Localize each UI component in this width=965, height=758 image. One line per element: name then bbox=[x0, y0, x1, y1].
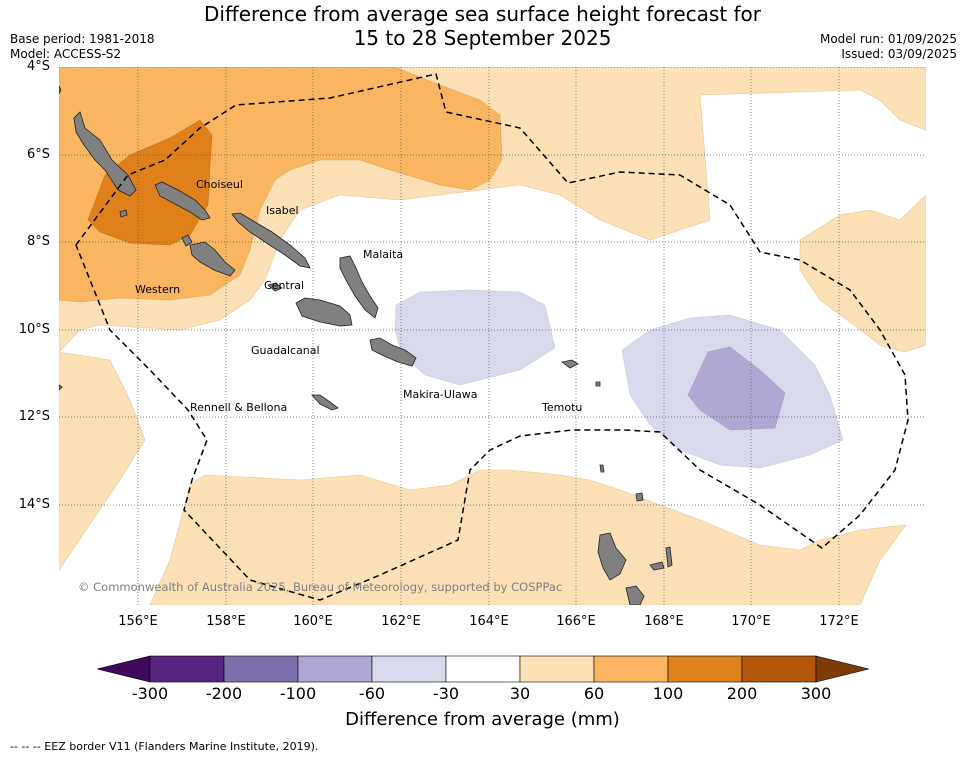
model-run: Model run: 01/09/2025 bbox=[819, 32, 957, 46]
anomaly-100-200 bbox=[87, 119, 213, 246]
colorbar-tick: 60 bbox=[583, 684, 605, 703]
colorbar-tick: -300 bbox=[131, 684, 169, 703]
province-labels: Choiseul Isabel Malaita Western Central … bbox=[135, 178, 582, 414]
label-malaita: Malaita bbox=[363, 248, 403, 261]
colorbar-tick: 100 bbox=[652, 684, 684, 703]
colorbar-extend-low bbox=[96, 655, 151, 683]
lon-label-162e: 162°E bbox=[381, 614, 421, 629]
label-temotu: Temotu bbox=[541, 401, 582, 414]
island-vella-lavella bbox=[181, 234, 193, 247]
colorbar-seg-5 bbox=[445, 655, 521, 683]
label-choiseul: Choiseul bbox=[196, 178, 243, 191]
colorbar-seg-4 bbox=[371, 655, 447, 683]
colorbar-tick: 300 bbox=[800, 684, 832, 703]
colorbar-extend-high bbox=[815, 655, 870, 683]
colorbar-seg-7 bbox=[593, 655, 669, 683]
island-choiseul bbox=[154, 181, 211, 221]
label-guadalcanal: Guadalcanal bbox=[251, 344, 320, 357]
lon-label-166e: 166°E bbox=[556, 614, 596, 629]
map-area: Choiseul Isabel Malaita Western Central … bbox=[59, 67, 926, 605]
island-guadalcanal bbox=[295, 297, 353, 327]
island-bougainville bbox=[73, 111, 137, 197]
island-florida bbox=[267, 282, 283, 292]
colorbar bbox=[96, 655, 870, 683]
island-espiritu-santo bbox=[597, 532, 627, 581]
copyright-text: © Commonwealth of Australia 2025, Bureau… bbox=[78, 580, 562, 594]
colorbar-seg-1 bbox=[149, 655, 225, 683]
colorbar-seg-3 bbox=[297, 655, 373, 683]
lat-label-14s: 14°S bbox=[18, 497, 50, 512]
lon-label-170e: 170°E bbox=[731, 614, 771, 629]
island-banks bbox=[635, 492, 644, 502]
lat-label-6s: 6°S bbox=[26, 147, 50, 162]
colorbar-seg-6 bbox=[519, 655, 595, 683]
lon-label-158e: 158°E bbox=[206, 614, 246, 629]
island-torres bbox=[599, 464, 605, 473]
lat-label-4s: 4°S bbox=[26, 59, 50, 74]
island-malekula bbox=[625, 585, 645, 605]
island-ambae bbox=[649, 561, 665, 571]
issued-date: Issued: 03/09/2025 bbox=[841, 47, 957, 61]
island-edge-north bbox=[59, 85, 62, 95]
eez-footnote: -- -- -- EEZ border V11 (Flanders Marine… bbox=[10, 740, 319, 753]
colorbar-tick: -100 bbox=[279, 684, 317, 703]
colorbar-label: Difference from average (mm) bbox=[345, 709, 620, 730]
land-masses bbox=[59, 85, 673, 605]
colorbar-tick: -60 bbox=[358, 684, 386, 703]
colorbar-tick: 30 bbox=[509, 684, 531, 703]
map-title: Difference from average sea surface heig… bbox=[0, 2, 965, 50]
lon-label-160e: 160°E bbox=[293, 614, 333, 629]
lon-label-168e: 168°E bbox=[644, 614, 684, 629]
island-new-georgia bbox=[189, 241, 236, 277]
island-malaita bbox=[339, 255, 379, 319]
label-rennell-bellona: Rennell & Bellona bbox=[190, 401, 287, 414]
lat-label-12s: 12°S bbox=[18, 409, 50, 424]
model-name: Model: ACCESS-S2 bbox=[10, 47, 122, 61]
lon-label-164e: 164°E bbox=[469, 614, 509, 629]
meta-right: Model run: 01/09/2025 Issued: 03/09/2025 bbox=[820, 32, 957, 62]
lat-label-10s: 10°S bbox=[18, 322, 50, 337]
island-rennell bbox=[311, 394, 339, 411]
island-shortland bbox=[119, 209, 128, 218]
label-isabel: Isabel bbox=[266, 204, 299, 217]
island-edge-west bbox=[59, 384, 63, 391]
base-period: Base period: 1981-2018 bbox=[10, 32, 155, 46]
colorbar-tick: -200 bbox=[205, 684, 243, 703]
anomaly-neg-60-100 bbox=[687, 346, 786, 431]
island-isabel bbox=[231, 212, 311, 269]
label-central: Central bbox=[264, 279, 304, 292]
colorbar-seg-9 bbox=[741, 655, 817, 683]
title-line-1: Difference from average sea surface heig… bbox=[203, 2, 762, 26]
colorbar-seg-2 bbox=[223, 655, 299, 683]
island-pentecost bbox=[665, 546, 673, 568]
meta-left: Base period: 1981-2018 Model: ACCESS-S2 bbox=[10, 32, 155, 62]
colorbar-tick: 200 bbox=[726, 684, 758, 703]
lon-label-156e: 156°E bbox=[118, 614, 158, 629]
island-tikopia bbox=[595, 381, 601, 387]
label-western: Western bbox=[135, 283, 180, 296]
colorbar-tick: -30 bbox=[432, 684, 460, 703]
island-santa-cruz bbox=[561, 359, 579, 369]
lon-label-172e: 172°E bbox=[819, 614, 859, 629]
title-line-2: 15 to 28 September 2025 bbox=[353, 26, 612, 50]
colorbar-seg-8 bbox=[667, 655, 743, 683]
island-makira bbox=[369, 337, 417, 367]
label-makira-ulawa: Makira-Ulawa bbox=[403, 388, 477, 401]
lat-label-8s: 8°S bbox=[26, 234, 50, 249]
